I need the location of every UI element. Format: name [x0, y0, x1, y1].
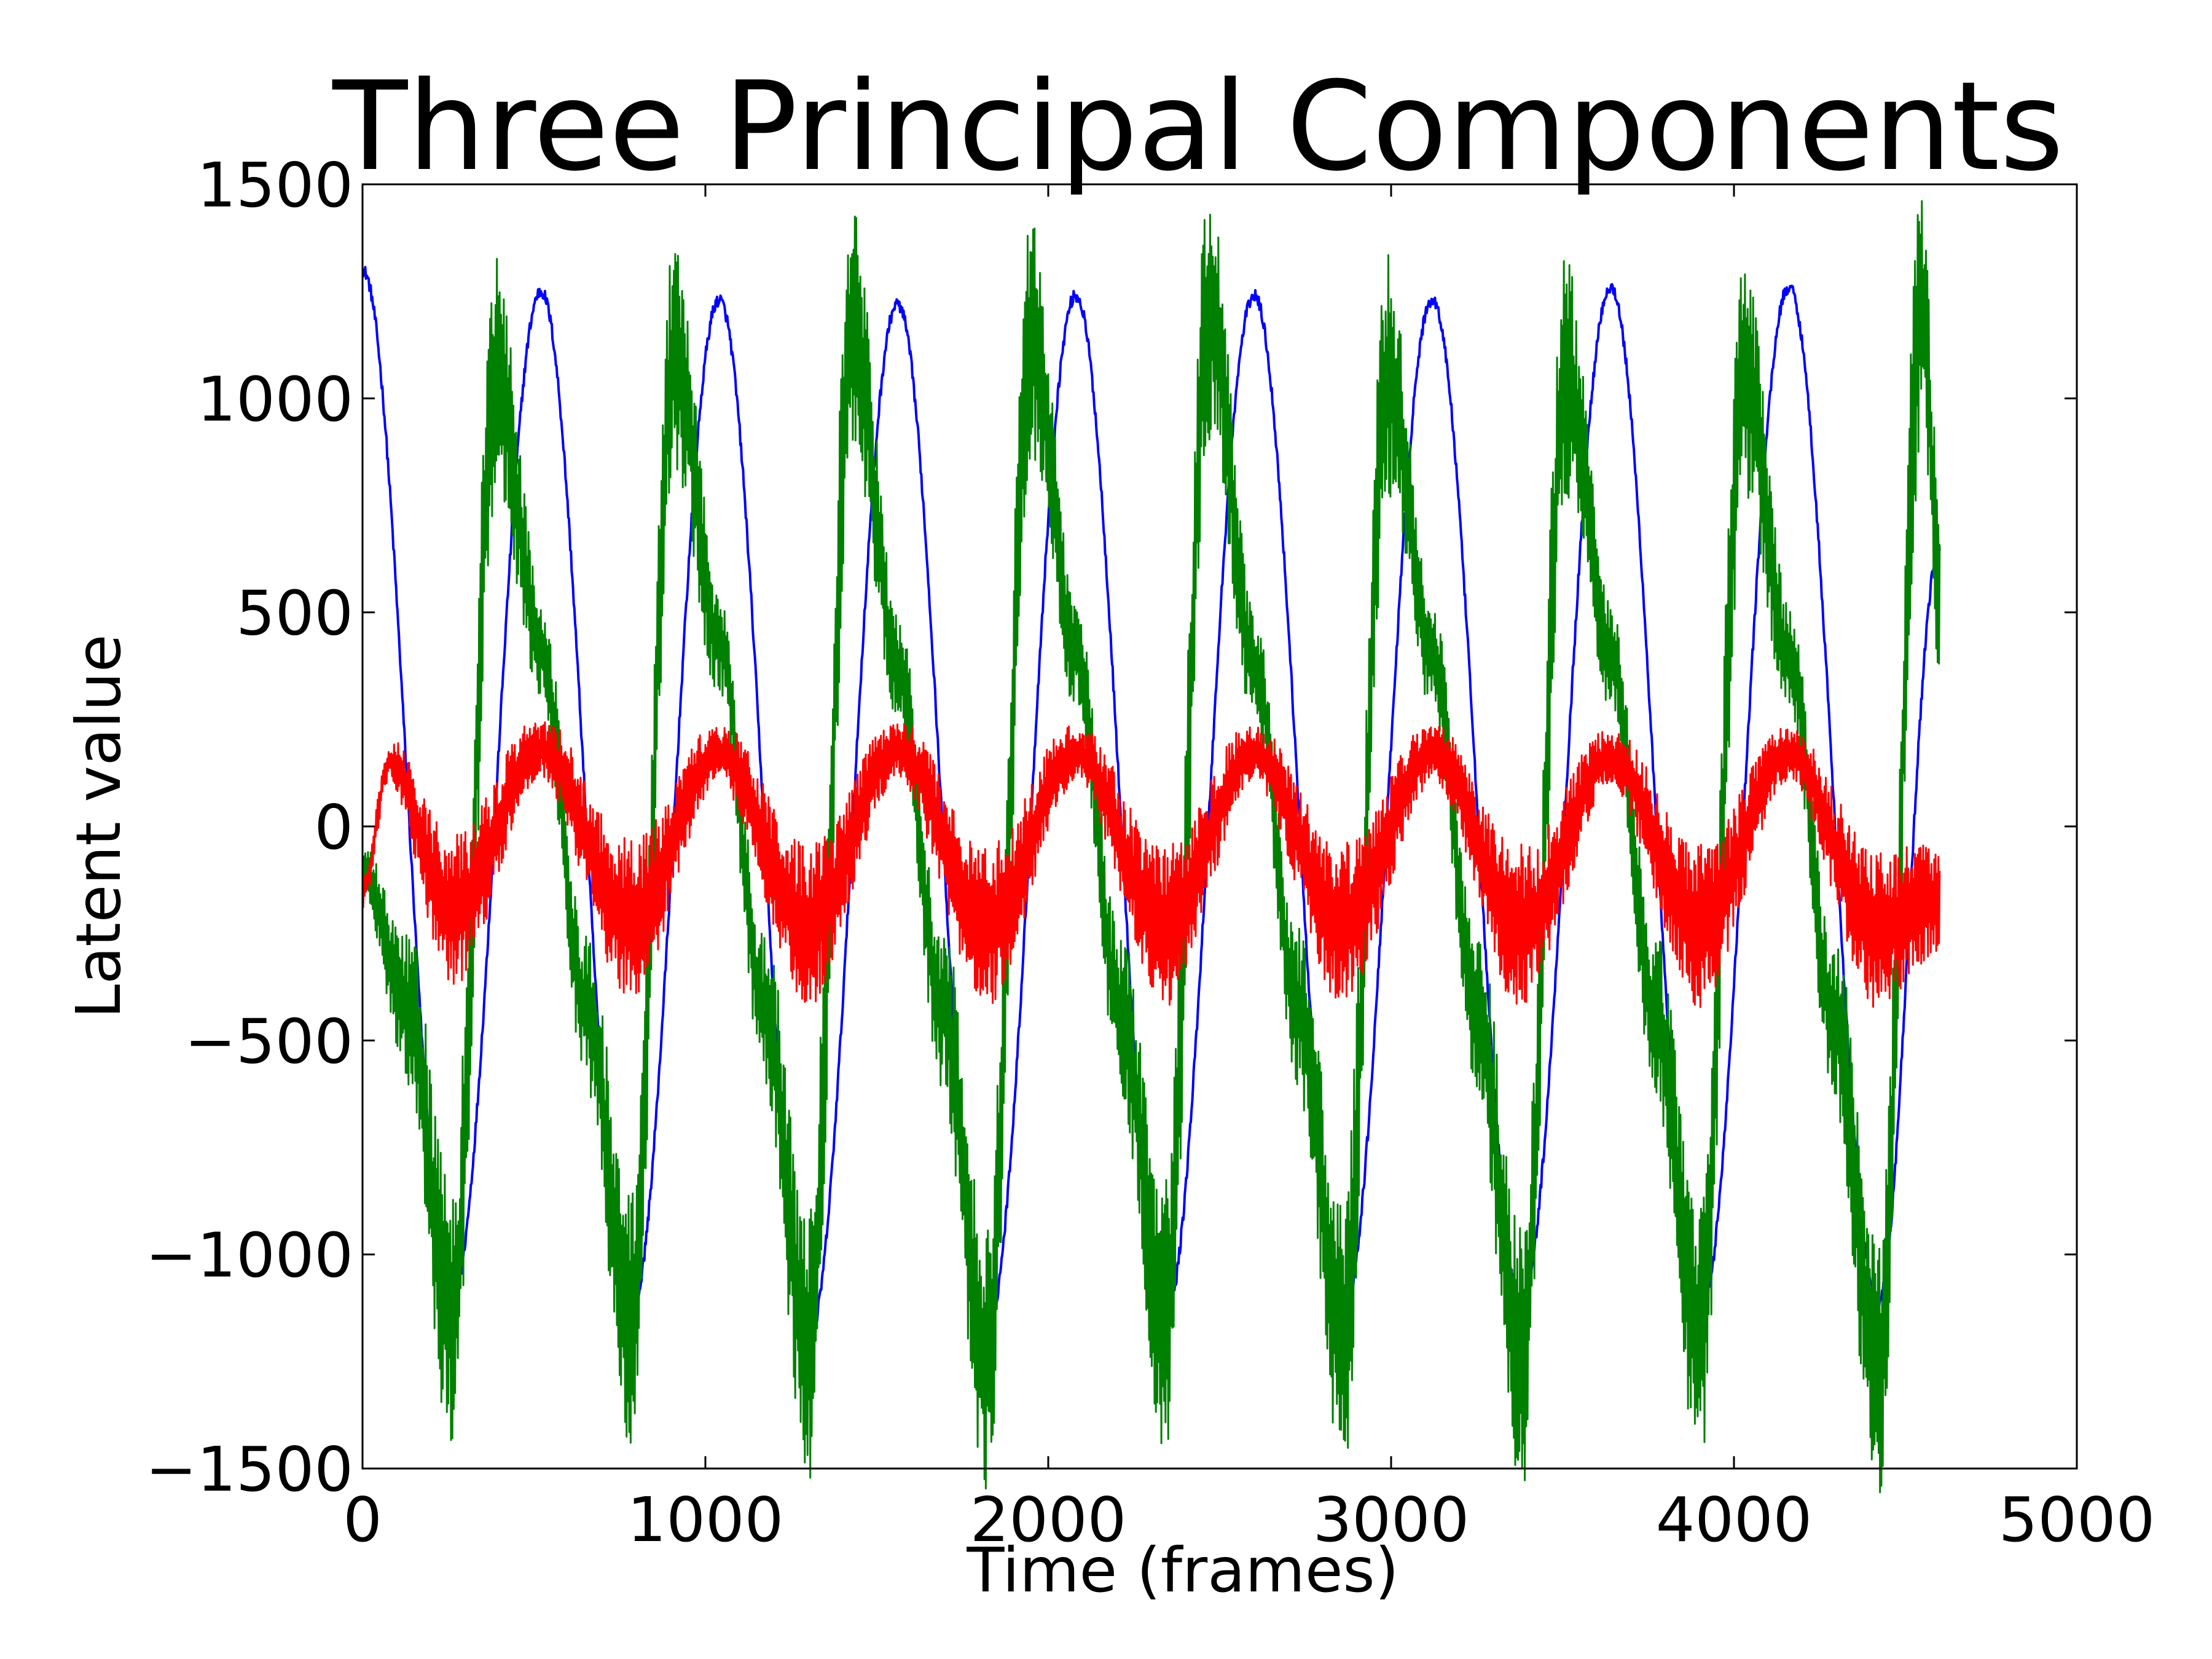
series-layer — [361, 200, 1941, 1494]
ticks-layer: 0 1000 2000 3000 4000 5000 −1500 −1000 −500 0 500 1… — [146, 149, 2155, 1556]
x-tick-label-4: 4000 — [1656, 1484, 1813, 1556]
chart-title: Three Principal Components — [332, 55, 2064, 198]
y-tick-label-5: 1000 — [197, 363, 354, 435]
series-line-2 — [361, 200, 1941, 1494]
y-tick-label-2: −500 — [184, 1005, 353, 1077]
y-tick-label-0: −1500 — [146, 1433, 353, 1505]
x-tick-label-2: 2000 — [970, 1484, 1127, 1556]
y-tick-label-4: 500 — [236, 578, 353, 649]
x-tick-label-1: 1000 — [627, 1484, 784, 1556]
x-tick-label-0: 0 — [343, 1484, 382, 1556]
x-axis-label: Time (frames) — [966, 1534, 1398, 1606]
y-tick-label-3: 0 — [314, 791, 353, 863]
x-tick-label-3: 3000 — [1313, 1484, 1470, 1556]
y-axis-label: Latent value — [63, 634, 135, 1018]
x-tick-label-5: 5000 — [1999, 1484, 2155, 1556]
series-line-3 — [361, 721, 1941, 1008]
y-tick-label-1: −1000 — [146, 1220, 353, 1292]
y-tick-label-6: 1500 — [197, 149, 354, 221]
